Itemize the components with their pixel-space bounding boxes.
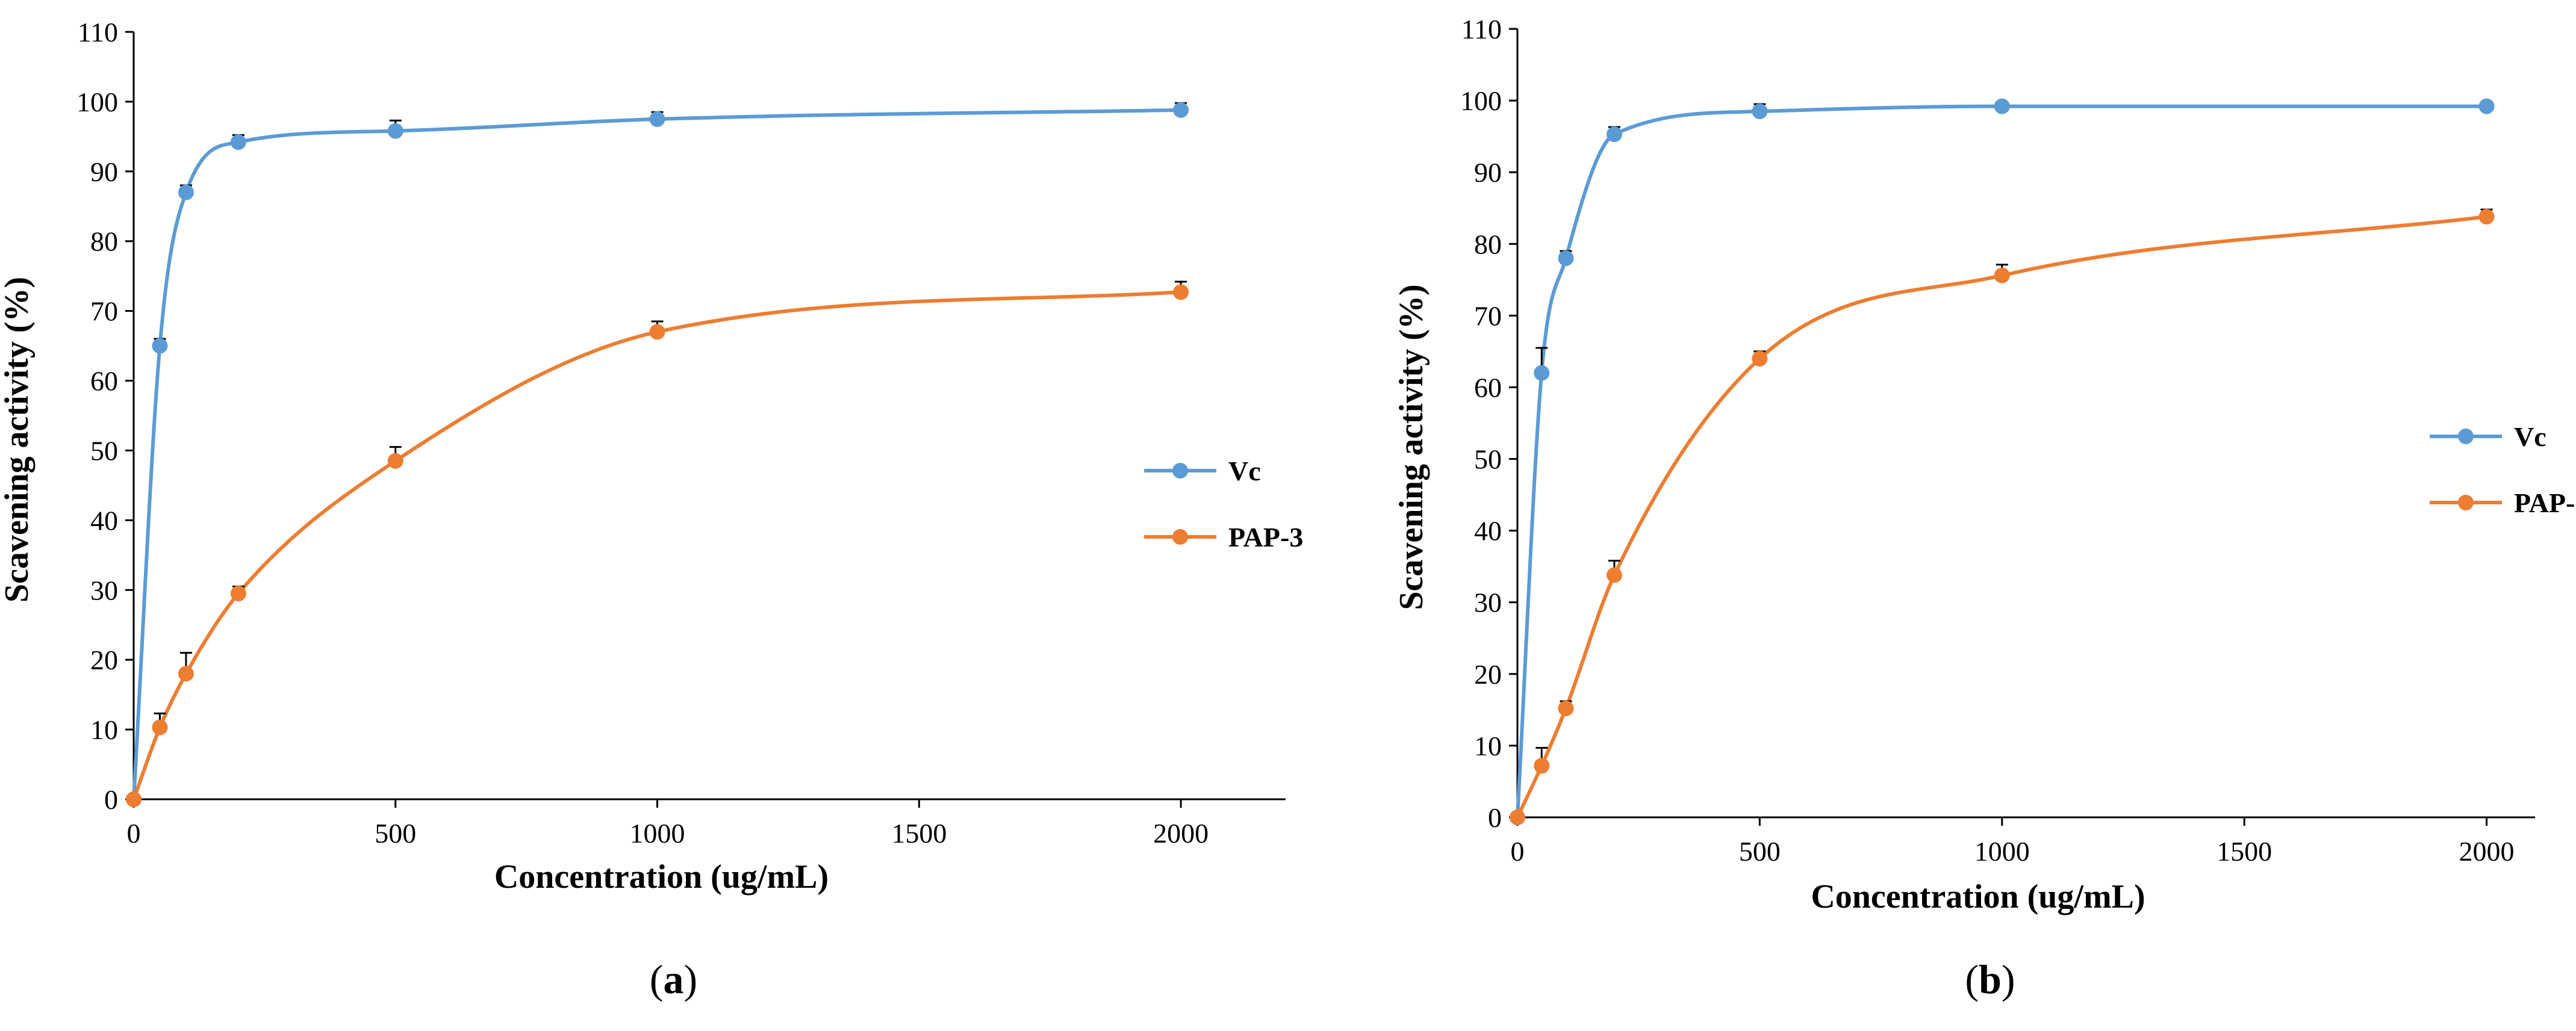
y-tick-label: 30 [90,575,118,605]
x-axis-title: Concentration (ug/mL) [1811,878,2145,915]
y-tick-label: 0 [104,784,118,815]
series-pap-3 [126,280,1189,807]
legend-label: PAP-3 [2514,488,2576,518]
y-tick-label: 60 [90,366,118,397]
y-tick-label: 80 [1474,229,1502,259]
y-tick-label: 0 [1488,802,1502,833]
y-tick-label: 70 [1474,300,1502,331]
x-tick-label: 1500 [2217,836,2272,867]
data-point [126,791,142,807]
series-line [1516,104,2487,818]
data-point [1510,810,1525,825]
series-pap-3 [1510,208,2495,825]
data-point [2478,209,2495,225]
series-line [132,290,1181,800]
y-axis-title: Scavening activity (%) [0,277,36,602]
x-tick-label: 0 [1511,836,1525,867]
panel-label-letter: a [664,956,684,1002]
chart-panel-a: 0 10 20 30 40 50 60 70 80 90 100 110 0 500 1000 1500 200… [0,17,1303,1002]
data-point [649,324,665,340]
legend-label: Vc [1228,456,1261,486]
y-tick-label: 10 [1474,731,1502,761]
panel-label: (a) [650,956,697,1002]
series-line [1516,215,2487,819]
legend-swatch-marker [1172,529,1188,545]
y-tick-label: 80 [90,226,118,257]
y-tick-label: 90 [1474,157,1502,188]
data-point [1994,98,2010,114]
data-point [178,666,194,682]
data-point [1994,267,2010,283]
data-point [152,719,168,735]
data-point [2478,98,2495,114]
data-point [649,111,665,127]
legend: Vc PAP-3 [1144,456,1303,553]
y-tick-label: 50 [1474,444,1502,475]
panel-label-paren: ) [2002,956,2015,1002]
y-tick-label: 60 [1474,372,1502,403]
panel-label-paren: ( [650,956,664,1002]
x-tick-label: 2000 [2459,836,2515,867]
y-tick-label: 20 [90,645,118,675]
data-point [1534,365,1550,381]
y-tick-label: 40 [1474,516,1502,546]
y-axis-title: Scavening activity (%) [1393,284,1430,610]
data-point [387,453,403,469]
legend-label: Vc [2514,421,2546,452]
y-tick-label: 100 [76,87,118,117]
y-tick-label: 70 [90,296,118,327]
legend-swatch-marker [2458,495,2474,510]
legend-label: PAP-3 [1228,522,1303,553]
y-tick-label: 50 [90,435,118,466]
y-tick-label: 30 [1474,587,1502,618]
y-tick-label: 20 [1474,659,1502,690]
x-tick-label: 0 [127,818,141,849]
data-point [1752,103,1768,119]
data-point [152,338,168,354]
y-tick-label: 90 [90,156,118,187]
data-point [230,134,246,150]
y-tick-label: 110 [78,17,118,48]
data-point [1558,250,1574,267]
data-point [387,123,403,139]
series-vc [1510,98,2495,825]
x-tick-label: 500 [1739,836,1781,867]
x-tick-label: 1500 [891,818,947,849]
legend-swatch-marker [1172,463,1188,478]
x-tick-label: 2000 [1153,818,1209,849]
data-point [1558,700,1574,716]
data-point [1752,350,1768,367]
data-point [178,184,194,200]
x-tick-label: 1000 [1974,836,2030,867]
data-point [1534,758,1550,774]
x-tick-label: 500 [375,818,416,849]
chart-panel-b: 0 10 20 30 40 50 60 70 80 90 100 110 0 500 1000 1500 200… [1393,14,2576,1002]
panel-label-paren: ) [684,956,698,1002]
legend-swatch-marker [2458,429,2474,444]
panel-label-letter: b [1979,956,2002,1002]
data-point [1606,567,1622,583]
y-tick-label: 110 [1461,14,1502,45]
series-vc [126,102,1189,807]
y-tick-label: 100 [1460,85,1502,116]
data-point [230,586,246,602]
data-point [1173,102,1189,118]
panel-label-paren: ( [1965,956,1979,1002]
data-point [1606,126,1622,143]
data-point [1173,284,1189,300]
legend: Vc PAP-3 [2430,421,2576,518]
x-axis-title: Concentration (ug/mL) [494,858,829,896]
x-tick-label: 1000 [630,818,685,849]
y-tick-label: 40 [90,505,118,536]
panel-label: (b) [1965,956,2015,1002]
y-tick-label: 10 [90,714,118,745]
series-line [132,108,1181,800]
